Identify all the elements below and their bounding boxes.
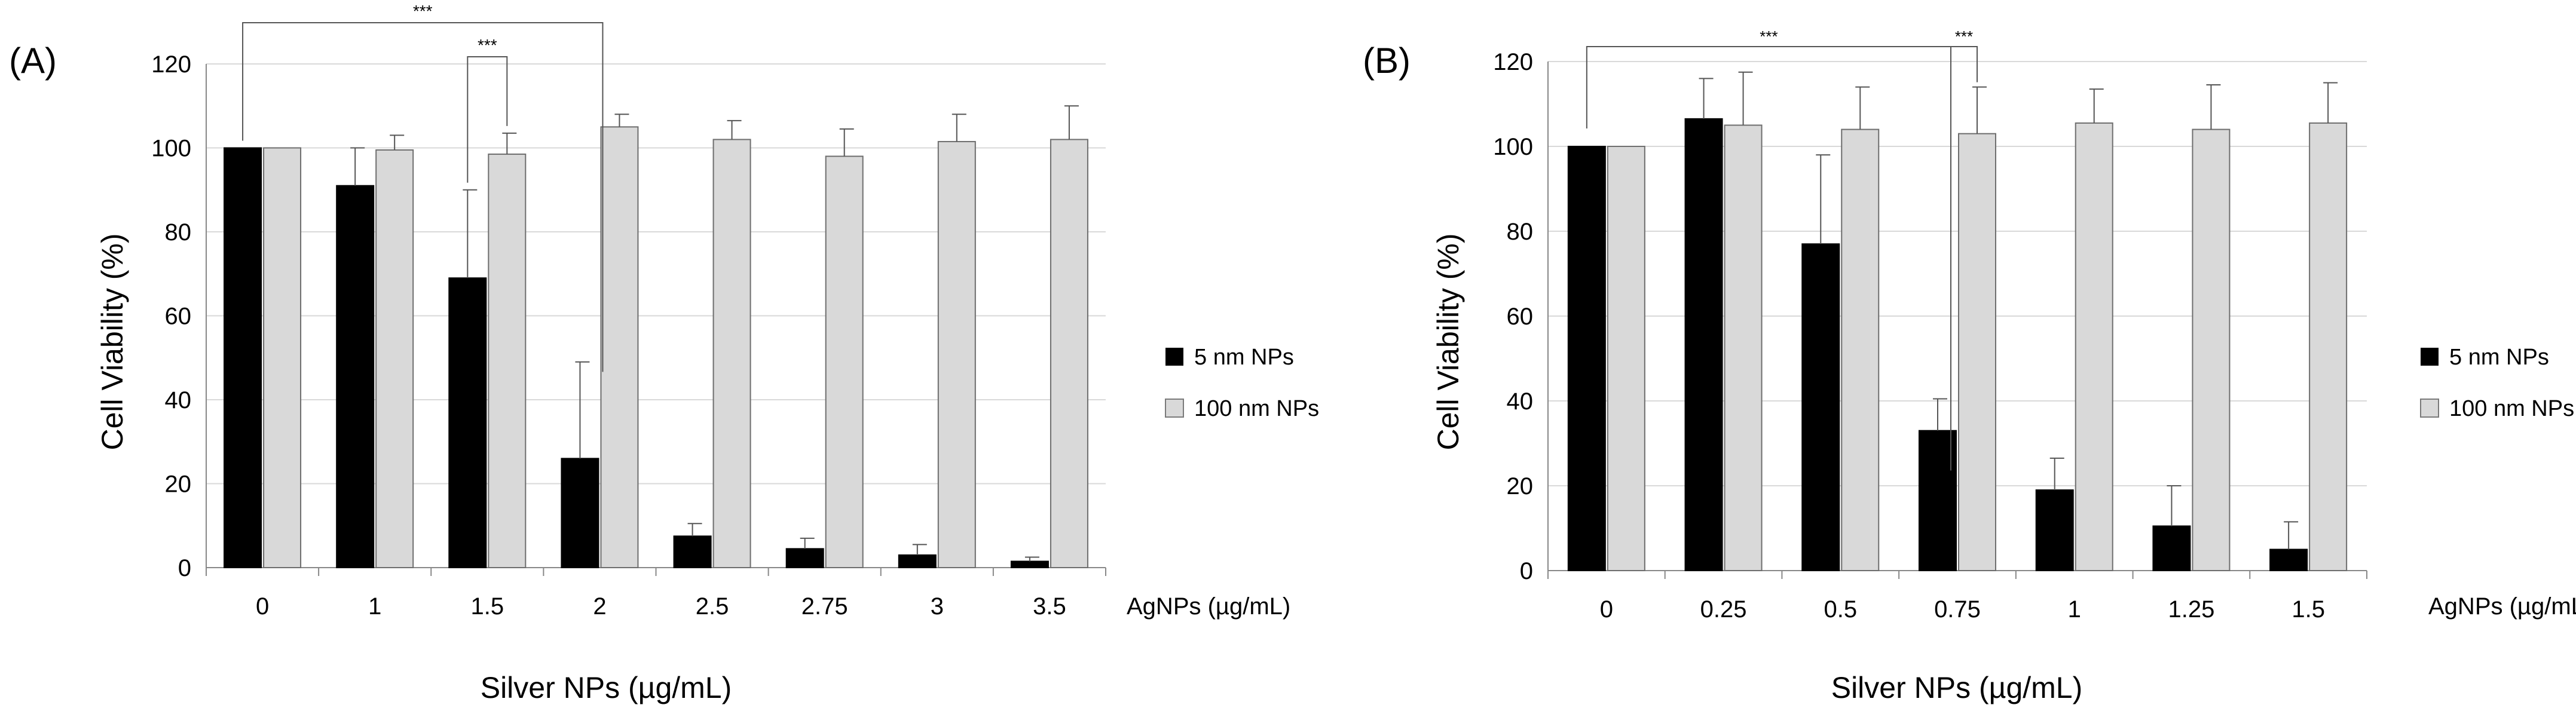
x-tick-label-0-a: 0 — [256, 593, 269, 620]
bar-100nm-6-a — [937, 140, 976, 568]
bar-100nm-0-b — [1607, 146, 1645, 571]
x-tick-label-6-a: 3 — [931, 593, 944, 620]
legend-swatch-5nm-b — [2421, 348, 2439, 366]
x-tick-label-2-b: 0.5 — [1824, 596, 1857, 623]
x-tick-label-0-b: 0 — [1600, 596, 1613, 623]
legend-b: 5 nm NPs 100 nm NPs — [2420, 345, 2574, 421]
x-tick-label-6-b: 1.5 — [2292, 596, 2325, 623]
bar-5nm-2-a — [448, 277, 487, 568]
bar-5nm-7-a — [1010, 560, 1049, 569]
bar-100nm-2-a — [488, 154, 527, 569]
y-tick-label-100-a: 100 — [151, 136, 191, 162]
x-tick-label-1-b: 0.25 — [1700, 596, 1747, 623]
x-tick-label-2-a: 1.5 — [471, 593, 504, 620]
chart-panel-b: (B) Cell Viability (%) AgNPs (µg/mL) Sil… — [1363, 27, 2576, 704]
significance-bracket-1-b — [1951, 46, 1978, 82]
significance-label-0-a: *** — [413, 2, 433, 20]
bar-100nm-3-a — [600, 126, 639, 568]
y-axis-label-a: Cell Viability (%) — [96, 233, 129, 450]
y-axis-label-b: Cell Viability (%) — [1431, 233, 1465, 450]
chart-panel-a: (A) Cell Viability (%) AgNPs (µg/mL) Sil… — [9, 2, 1319, 704]
y-tick-label-60-b: 60 — [1507, 304, 1534, 330]
significance-bracket-0-b — [1586, 46, 1951, 471]
legend-swatch-100nm-b — [2420, 399, 2439, 418]
panel-label-a: (A) — [9, 41, 57, 81]
bar-100nm-6-b — [2309, 122, 2348, 571]
x-axis-title-b: Silver NPs (µg/mL) — [1831, 671, 2083, 704]
y-tick-label-20-b: 20 — [1507, 473, 1534, 500]
legend-label-5nm-b: 5 nm NPs — [2449, 345, 2549, 370]
x-tick-label-1-a: 1 — [368, 593, 381, 620]
legend-label-5nm-a: 5 nm NPs — [1194, 345, 1294, 370]
bar-100nm-5-b — [2192, 128, 2231, 572]
x-unit-label-b: AgNPs (µg/mL) — [2428, 593, 2576, 620]
bar-5nm-2-b — [1801, 243, 1840, 571]
legend-a: 5 nm NPs 100 nm NPs — [1165, 345, 1319, 421]
y-tick-label-20-a: 20 — [165, 471, 192, 498]
y-tick-label-0-b: 0 — [1520, 558, 1533, 584]
bar-5nm-1-a — [336, 185, 375, 569]
bar-5nm-4-b — [2035, 489, 2074, 571]
bar-100nm-1-a — [375, 149, 414, 568]
x-tick-label-5-a: 2.75 — [801, 593, 848, 620]
panel-label-b: (B) — [1363, 41, 1411, 81]
significance-bracket-0-a — [242, 22, 604, 372]
legend-swatch-5nm-a — [1165, 348, 1183, 366]
significance-label-1-a: *** — [478, 36, 497, 54]
y-tick-label-80-a: 80 — [165, 219, 192, 246]
y-tick-label-80-b: 80 — [1507, 219, 1534, 245]
bar-5nm-6-b — [2269, 548, 2308, 571]
bar-100nm-4-b — [2075, 122, 2113, 571]
bar-5nm-0-b — [1567, 146, 1606, 571]
bar-100nm-7-a — [1050, 139, 1088, 568]
bar-100nm-1-b — [1724, 124, 1763, 571]
y-tick-label-40-b: 40 — [1507, 388, 1534, 415]
y-tick-label-120-b: 120 — [1493, 49, 1533, 75]
y-tick-label-40-a: 40 — [165, 387, 192, 413]
bar-100nm-2-b — [1841, 128, 1880, 572]
y-tick-label-60-a: 60 — [165, 304, 192, 330]
bar-5nm-5-a — [785, 548, 824, 569]
bar-5nm-0-a — [224, 147, 262, 568]
bar-100nm-3-b — [1958, 133, 1996, 571]
bar-5nm-6-a — [898, 554, 937, 568]
bar-100nm-5-a — [825, 155, 864, 568]
x-tick-label-5-b: 1.25 — [2168, 596, 2214, 623]
x-unit-label-a: AgNPs (µg/mL) — [1127, 593, 1290, 620]
legend-label-100nm-a: 100 nm NPs — [1194, 396, 1319, 421]
significance-label-0-b: *** — [1760, 27, 1777, 45]
bar-5nm-3-b — [1919, 430, 1957, 572]
legend-label-100nm-b: 100 nm NPs — [2449, 396, 2574, 421]
bar-100nm-4-a — [712, 139, 751, 568]
y-tick-label-0-a: 0 — [178, 555, 191, 581]
x-tick-label-3-b: 0.75 — [1934, 596, 1981, 623]
bar-5nm-5-b — [2152, 525, 2191, 572]
x-tick-label-3-a: 2 — [593, 593, 606, 620]
x-tick-label-4-a: 2.5 — [696, 593, 729, 620]
y-tick-label-100-b: 100 — [1493, 134, 1533, 160]
bar-5nm-1-b — [1684, 118, 1723, 572]
legend-swatch-100nm-a — [1165, 399, 1184, 418]
significance-bracket-1-a — [467, 56, 508, 183]
bar-5nm-3-a — [561, 458, 599, 568]
significance-label-1-b: *** — [1955, 27, 1973, 45]
y-tick-label-120-a: 120 — [151, 51, 191, 78]
x-tick-label-7-a: 3.5 — [1033, 593, 1066, 620]
x-axis-title-a: Silver NPs (µg/mL) — [481, 671, 732, 704]
bar-5nm-4-a — [673, 535, 712, 568]
x-tick-label-4-b: 1 — [2068, 596, 2081, 623]
bar-100nm-0-a — [263, 147, 302, 568]
